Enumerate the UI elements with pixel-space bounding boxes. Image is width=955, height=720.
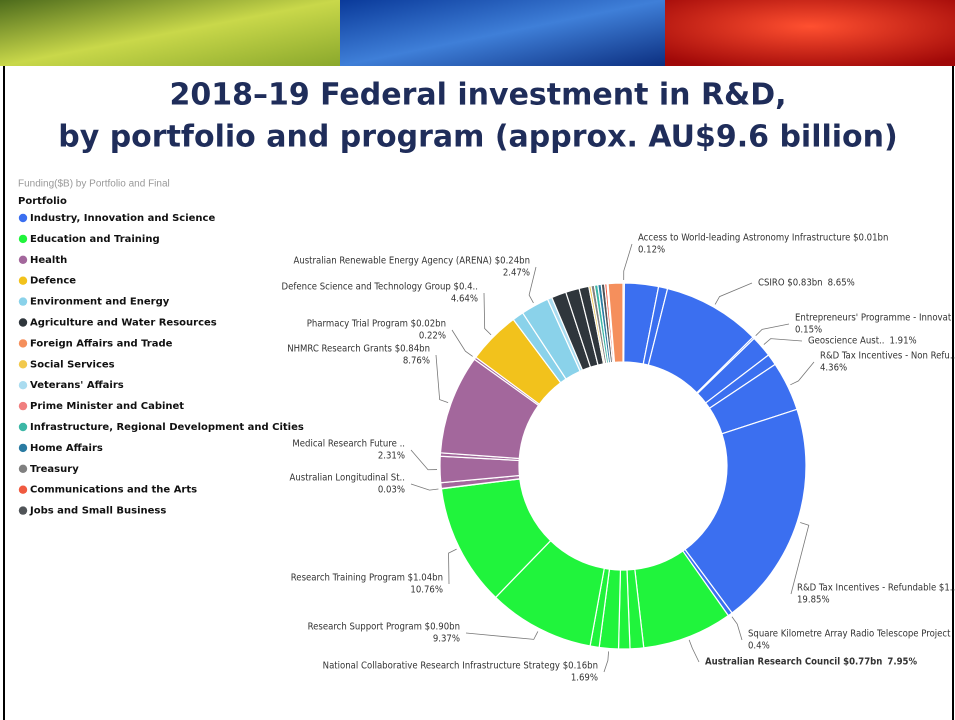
- segment-value-label: 9.37%: [433, 634, 460, 645]
- segment-label: CSIRO $0.83bn: [758, 278, 823, 289]
- legend-label: Infrastructure, Regional Development and…: [30, 422, 304, 433]
- leader-line: [688, 639, 700, 663]
- legend-marker: [18, 339, 28, 348]
- legend-label: Industry, Innovation and Science: [30, 213, 215, 224]
- donut-segment: [607, 282, 624, 363]
- segment-value-label: 4.64%: [451, 294, 478, 305]
- segment-value-label: 4.36%: [820, 363, 847, 374]
- leader-line: [410, 483, 439, 491]
- legend-label: Environment and Energy: [30, 297, 170, 308]
- banner-leaf: [0, 0, 340, 66]
- legend-label: Veterans' Affairs: [30, 380, 124, 391]
- legend-marker: [18, 401, 28, 411]
- legend-marker: [18, 485, 28, 494]
- segment-value-label: 2.31%: [378, 451, 405, 462]
- segment-value-label: 0.15%: [795, 325, 822, 336]
- segment-label: Australian Renewable Energy Agency (AREN…: [293, 256, 530, 267]
- segment-label: National Collaborative Research Infrastr…: [323, 661, 598, 672]
- title-line: 2018–19 Federal investment in R&D,: [169, 78, 786, 113]
- segment-label: NHMRC Research Grants $0.84bn: [287, 344, 430, 355]
- legend-marker: [18, 422, 28, 432]
- donut-segment: [684, 408, 807, 614]
- segment-value-label: 0.12%: [638, 245, 665, 256]
- segment-value-label: 2.47%: [503, 268, 530, 279]
- segment-label: Australian Longitudinal St..: [290, 473, 406, 484]
- legend-marker: [18, 318, 28, 327]
- legend-label: Education and Training: [30, 234, 160, 245]
- leader-line: [623, 243, 633, 281]
- segment-label: Medical Research Future ..: [292, 439, 405, 450]
- leader-line: [790, 361, 815, 386]
- segment-label: Defence Science and Technology Group $0.…: [282, 282, 478, 293]
- legend-label: Jobs and Small Business: [29, 506, 166, 517]
- segment-value-label: 1.91%: [889, 336, 916, 347]
- legend-marker: [18, 276, 28, 285]
- banner-water: [340, 0, 665, 66]
- legend-label: Agriculture and Water Resources: [30, 318, 217, 329]
- segment-value-label: 8.65%: [828, 278, 855, 289]
- segment-label: Research Training Program $1.04bn: [291, 573, 443, 584]
- leader-line: [448, 548, 457, 585]
- segment-value-label: 8.76%: [403, 356, 430, 367]
- segment-value-label: 7.95%: [887, 657, 917, 668]
- leader-line: [763, 338, 803, 345]
- segment-label: R&D Tax Incentives - Non Refu..: [820, 351, 955, 362]
- leader-line: [465, 631, 539, 640]
- legend-marker: [18, 234, 28, 244]
- leader-line: [731, 616, 743, 641]
- segment-label: Australian Research Council $0.77bn: [705, 657, 882, 668]
- legend-label: Treasury: [30, 464, 79, 475]
- leader-line: [528, 266, 537, 304]
- leader-line: [410, 449, 438, 471]
- segment-label: Research Support Program $0.90bn: [308, 622, 460, 633]
- segment-label: Geoscience Aust..: [808, 336, 884, 347]
- banner-cells: [665, 0, 955, 66]
- legend-marker: [18, 506, 28, 515]
- legend-label: Defence: [30, 276, 76, 287]
- leader-line: [790, 522, 810, 595]
- legend-marker: [18, 360, 28, 369]
- leader-line: [483, 292, 492, 336]
- segment-value-label: 0.4%: [748, 641, 770, 652]
- legend-label: Prime Minister and Cabinet: [30, 401, 184, 412]
- legend-marker: [18, 297, 28, 306]
- legend-marker: [18, 213, 28, 223]
- legend-title: Portfolio: [18, 196, 67, 207]
- segment-label: Entrepreneurs' Programme - Innovat: [795, 313, 952, 324]
- segment-label: R&D Tax Incentives - Refundable $1..: [797, 583, 955, 594]
- legend-label: Communications and the Arts: [30, 485, 197, 496]
- segment-value-label: 1.69%: [571, 673, 598, 684]
- segment-value-label: 19.85%: [797, 595, 830, 606]
- title-line: by portfolio and program (approx. AU$9.6…: [58, 120, 898, 155]
- leader-line: [714, 282, 753, 305]
- segment-value-label: 0.22%: [419, 331, 446, 342]
- legend-marker: [18, 464, 28, 473]
- segment-label: Square Kilometre Array Radio Telescope P…: [748, 629, 951, 640]
- segment-value-label: 10.76%: [410, 585, 443, 596]
- legend-label: Foreign Affairs and Trade: [30, 338, 173, 349]
- leader-line: [451, 329, 473, 357]
- segment-label: Access to World-leading Astronomy Infras…: [638, 233, 888, 244]
- legend-marker: [18, 443, 28, 453]
- segment-label: Pharmacy Trial Program $0.02bn: [307, 319, 446, 330]
- legend-label: Social Services: [30, 359, 115, 370]
- segment-value-label: 0.03%: [378, 485, 405, 496]
- legend-label: Home Affairs: [30, 443, 103, 454]
- leader-line: [435, 354, 449, 404]
- legend-marker: [18, 381, 28, 390]
- leader-line: [755, 323, 790, 336]
- leader-line: [603, 651, 609, 673]
- legend-label: Health: [30, 255, 67, 266]
- legend-marker: [18, 255, 28, 264]
- chart-subtitle: Funding($B) by Portfolio and Final: [18, 179, 170, 190]
